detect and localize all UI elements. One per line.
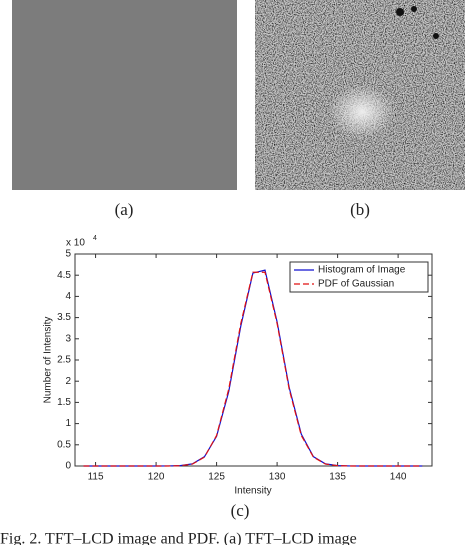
x-tick-label: 115 (88, 472, 104, 483)
y-tick-label: 2.5 (57, 355, 71, 366)
caption: Fig. 2. TFT–LCD image and PDF. (a) TFT–L… (0, 531, 357, 545)
y-tick-label: 1 (65, 418, 71, 429)
y-tick-label: 2 (65, 376, 71, 387)
legend-label: Histogram of Image (318, 265, 406, 276)
x-tick-label: 125 (208, 472, 225, 483)
x-tick-label: 135 (329, 472, 346, 483)
x-tick-label: 130 (269, 472, 286, 483)
legend-label: PDF of Gaussian (318, 279, 394, 290)
x-tick-label: 120 (148, 472, 165, 483)
y-tick-label: 4.5 (57, 270, 71, 281)
series-line (83, 271, 423, 467)
x-tick-label: 140 (390, 472, 407, 483)
y-tick-label: 5 (65, 249, 71, 260)
series-line (83, 269, 423, 467)
y-tick-label: 3.5 (57, 312, 71, 323)
panel-label: (c) (231, 501, 250, 520)
y-axis-label: Number of Intensity (43, 317, 54, 404)
x-axis-label: Intensity (234, 486, 271, 497)
image-a (12, 0, 237, 190)
y-tick-label: 1.5 (57, 397, 71, 408)
y-scale-exponent: 4 (93, 235, 97, 242)
y-tick-label: 4 (65, 291, 71, 302)
panel-label: (b) (350, 200, 370, 219)
panel-label: (a) (115, 200, 134, 219)
y-tick-label: 3 (65, 333, 71, 344)
y-scale-base: x 10 (66, 238, 85, 249)
y-tick-label: 0 (65, 461, 71, 472)
image-b (255, 0, 465, 190)
y-tick-label: 0.5 (57, 439, 71, 450)
legend-box (289, 261, 429, 293)
